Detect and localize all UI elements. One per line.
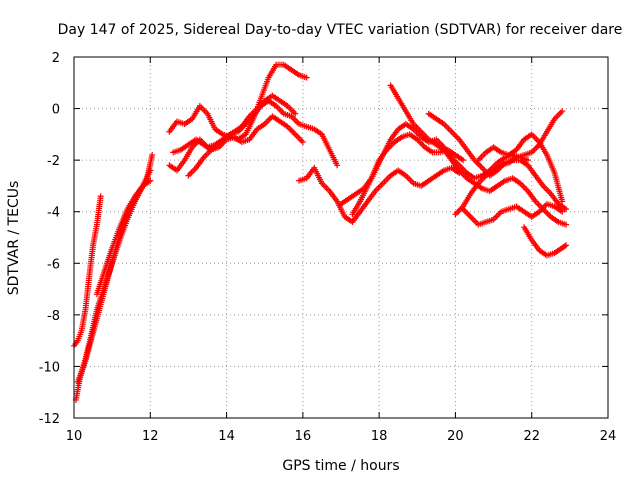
data-point-marker — [563, 206, 570, 213]
x-tick-label: 18 — [371, 429, 388, 444]
data-point-marker — [561, 243, 568, 250]
series-arc-8 — [185, 92, 299, 179]
x-tick-label: 14 — [218, 429, 235, 444]
data-point-marker — [563, 242, 570, 249]
y-tick-label: 0 — [52, 103, 60, 118]
y-tick-label: -4 — [47, 206, 60, 221]
y-tick-label: -12 — [39, 412, 60, 427]
x-tick-label: 16 — [295, 429, 312, 444]
series-arc-4 — [93, 177, 154, 298]
x-tick-label: 24 — [600, 429, 617, 444]
series-arc-16 — [475, 131, 566, 205]
series-arc-12 — [387, 82, 570, 228]
y-tick-label: 2 — [52, 51, 60, 66]
series-arc-14 — [452, 108, 566, 218]
x-tick-label: 10 — [66, 429, 83, 444]
x-tick-label: 22 — [523, 429, 540, 444]
x-axis-title: GPS time / hours — [282, 458, 399, 474]
series-arc-15 — [460, 200, 566, 228]
data-point-marker — [559, 108, 566, 115]
series-arc-17 — [521, 224, 570, 259]
data-points — [71, 61, 570, 403]
x-tick-labels: 10 12 14 16 18 20 22 24 — [66, 429, 617, 444]
data-point-marker — [97, 193, 104, 200]
y-tick-label: -8 — [47, 309, 60, 324]
data-point-marker — [149, 151, 156, 158]
y-tick-labels: -12 -10 -8 -6 -4 -2 0 2 — [39, 51, 60, 427]
series-arc-9 — [296, 164, 463, 226]
x-tick-label: 12 — [142, 429, 159, 444]
y-tick-label: -10 — [39, 360, 60, 375]
data-point-marker — [303, 74, 310, 81]
data-point-marker — [524, 157, 531, 164]
y-axis-title: SDTVAR / TECUs — [6, 181, 22, 296]
chart-title: Day 147 of 2025, Sidereal Day-to-day VTE… — [58, 22, 623, 38]
data-point-marker — [563, 221, 570, 228]
series-arc-11 — [349, 121, 531, 218]
plot-frame — [73, 56, 609, 419]
data-point-marker — [559, 198, 566, 205]
series-arc-1 — [71, 193, 104, 349]
data-point-marker — [147, 177, 154, 184]
y-tick-label: -6 — [47, 257, 60, 272]
data-point-marker — [460, 157, 467, 164]
data-point-marker — [559, 208, 566, 215]
data-point-marker — [292, 110, 299, 117]
data-point-marker — [299, 139, 306, 146]
x-tick-label: 20 — [447, 429, 464, 444]
y-tick-label: -2 — [47, 154, 60, 169]
data-point-marker — [334, 162, 341, 169]
